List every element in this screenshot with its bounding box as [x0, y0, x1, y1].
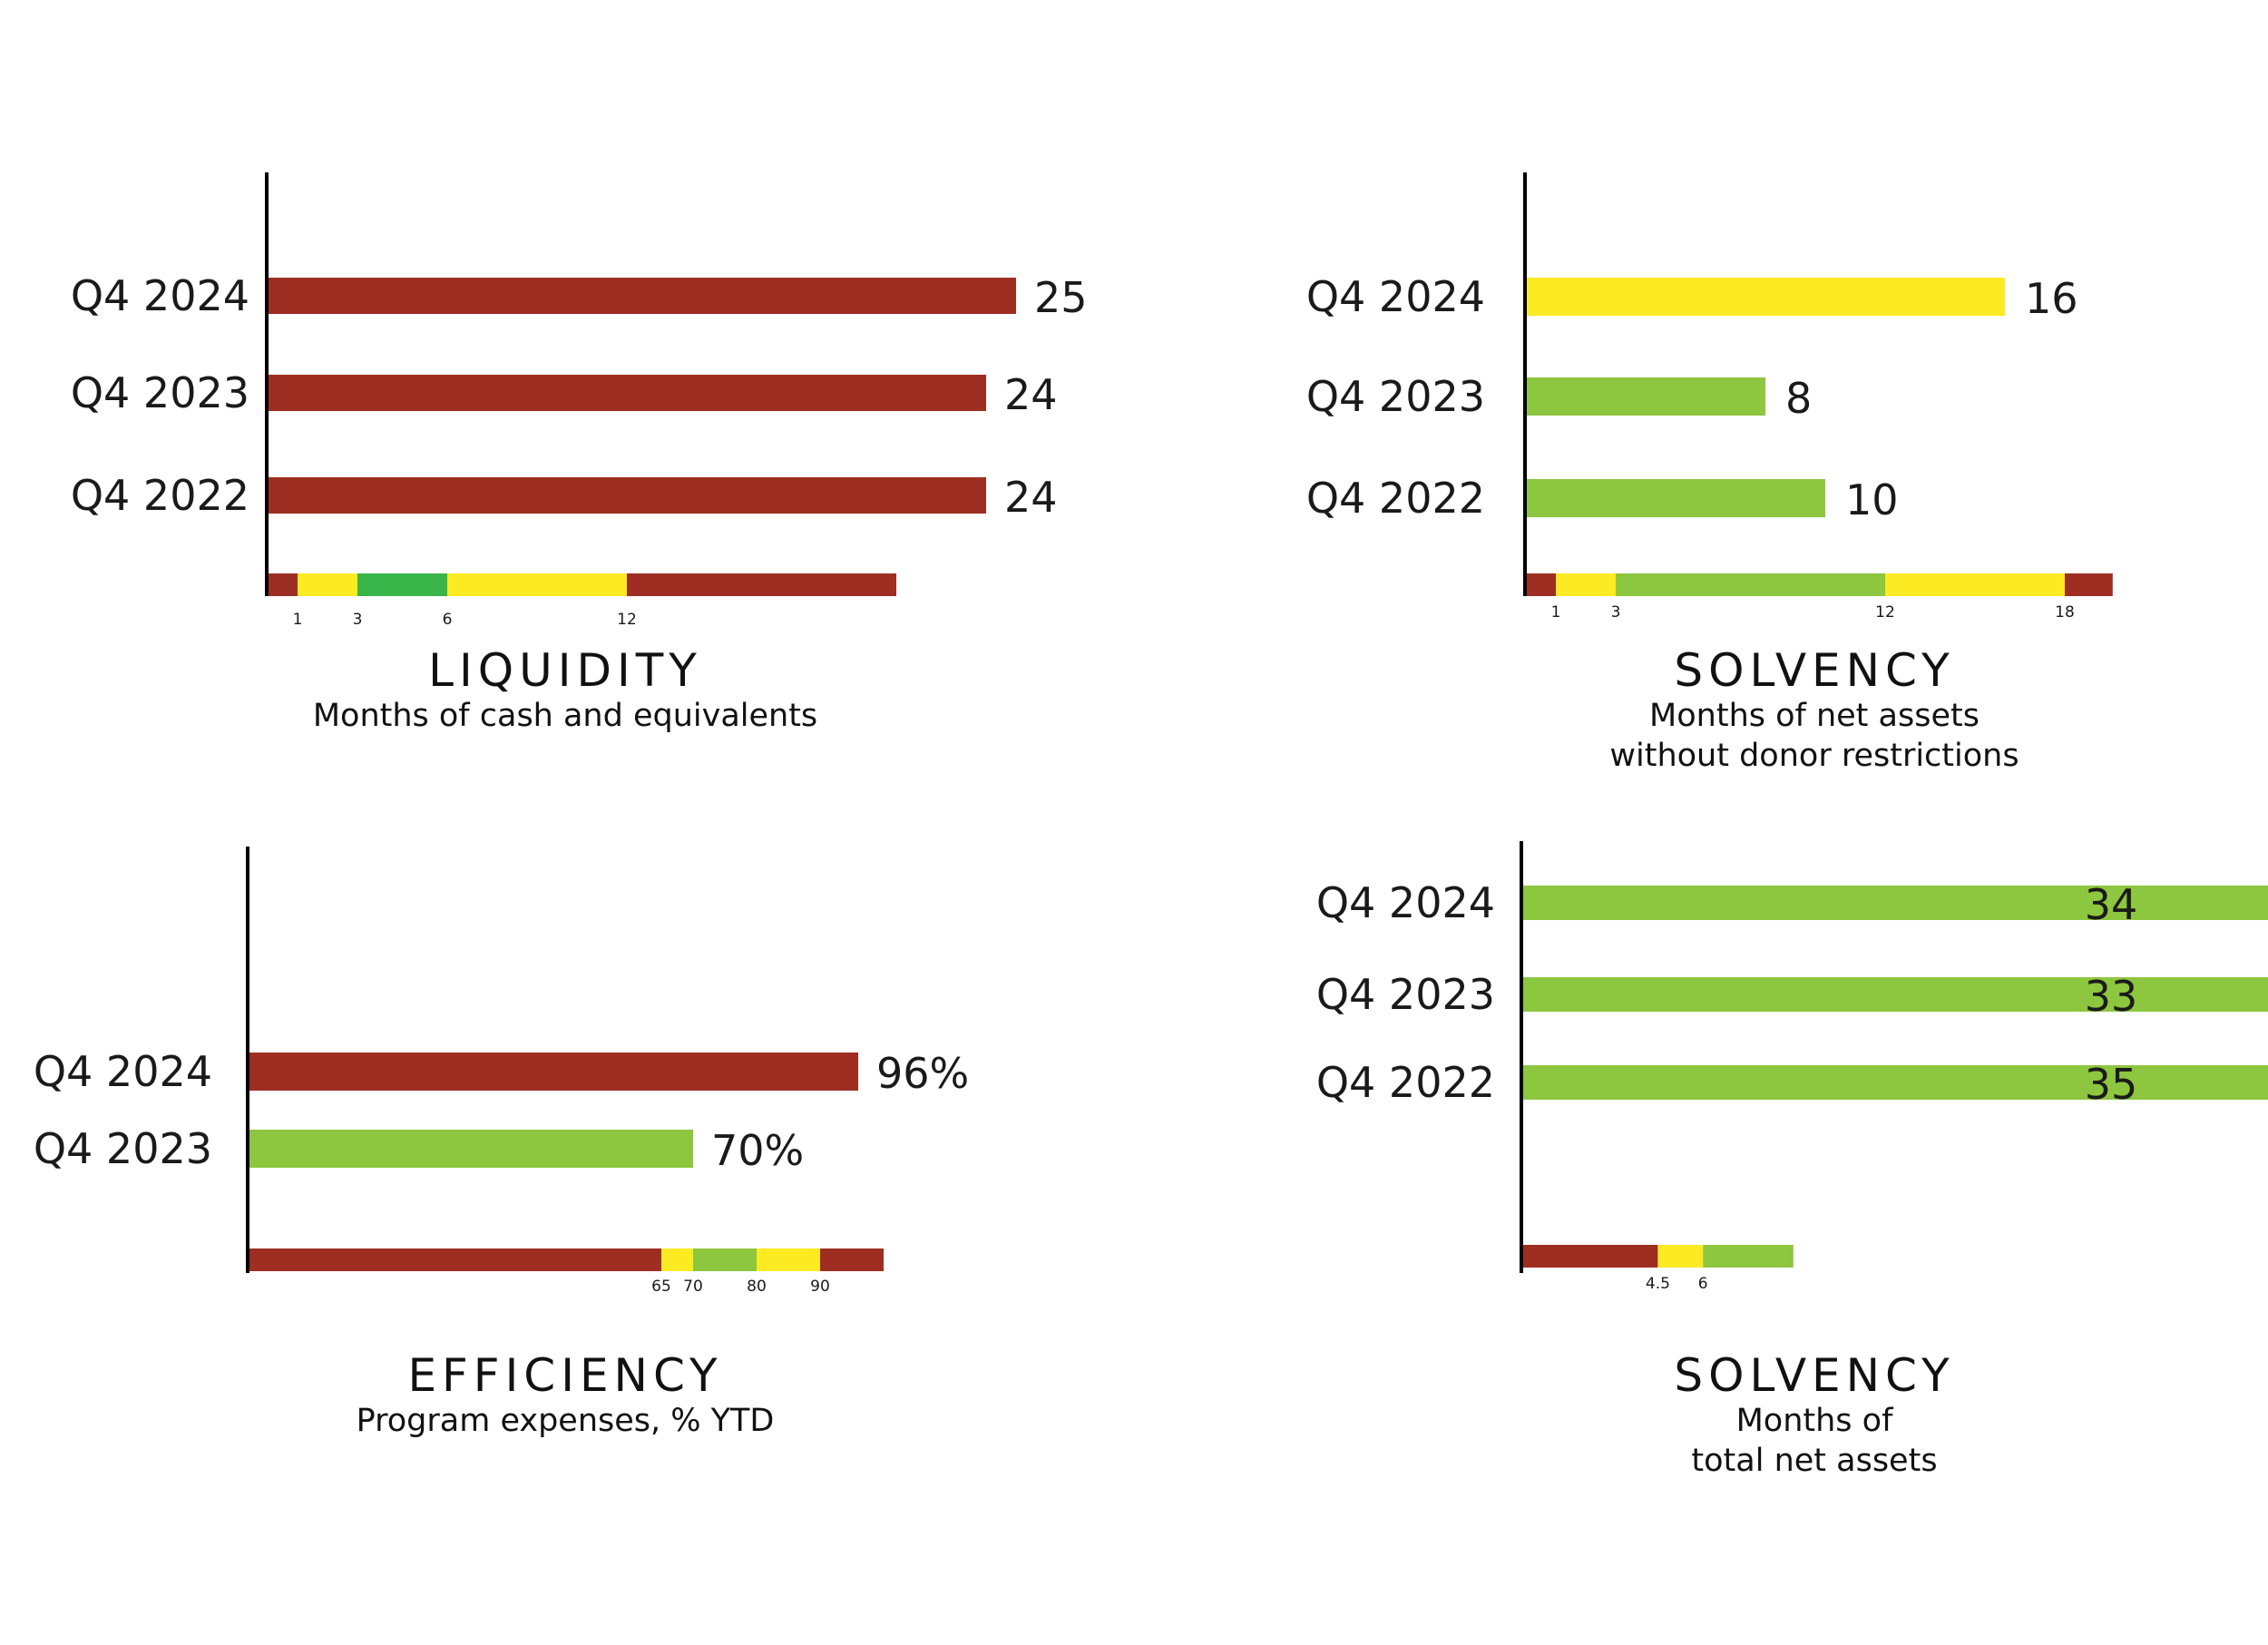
scale-tick-label: 80 [747, 1278, 767, 1296]
bar-q4-2023 [1526, 377, 1765, 416]
value-label: 96% [876, 1049, 969, 1098]
scale-tick-label: 6 [443, 611, 453, 629]
category-label: Q4 2023 [34, 1124, 212, 1173]
scale-segment [249, 1248, 661, 1271]
chart-title: SOLVENCY [1674, 644, 1954, 697]
value-label: 33 [2085, 972, 2138, 1021]
category-label: Q4 2023 [1316, 970, 1495, 1019]
scale-segment [268, 573, 298, 596]
value-label: 70% [711, 1126, 804, 1175]
category-label: Q4 2024 [34, 1047, 212, 1096]
scale-segment [1522, 1245, 1658, 1268]
scale-segment [298, 573, 357, 596]
chart-panel-4: Q4 2024 34 Q4 2023 33 Q4 2022 35 4.5 6 SOLVENCYM… [1316, 841, 2268, 1479]
scale-segment [1885, 573, 2065, 596]
scale-tick-label: 3 [353, 611, 363, 629]
category-label: Q4 2022 [71, 471, 249, 520]
bar-q4-2022 [1522, 1065, 2268, 1100]
scale-tick-label: 1 [1551, 603, 1561, 622]
bar-q4-2022 [268, 477, 986, 514]
chart-subtitle: total net assets [1691, 1443, 1937, 1479]
scale-tick-label: 65 [651, 1278, 671, 1296]
category-label: Q4 2024 [1316, 878, 1495, 927]
scale-segment [693, 1248, 757, 1271]
scale-segment [357, 573, 447, 596]
scale-segment [757, 1248, 820, 1271]
chart-subtitle: Months of [1736, 1403, 1893, 1439]
chart-panel-2: Q4 2024 16 Q4 2023 8 Q4 2022 10 1 3 12 18 SOLVENCY… [1306, 172, 2113, 774]
scale-tick-label: 70 [683, 1278, 703, 1296]
value-label: 8 [1785, 374, 1812, 423]
value-label: 24 [1004, 370, 1058, 419]
bar-q4-2024 [268, 278, 1016, 314]
category-label: Q4 2023 [1306, 372, 1485, 421]
scale-tick-label: 6 [1698, 1275, 1708, 1293]
chart-panel-1: Q4 2024 25 Q4 2023 24 Q4 2022 24 1 3 6 12 LIQUIDIT… [71, 172, 1088, 734]
value-label: 34 [2085, 880, 2138, 929]
category-label: Q4 2022 [1306, 474, 1485, 523]
chart-title: LIQUIDITY [428, 644, 702, 697]
bar-q4-2023 [1522, 977, 2268, 1012]
scale-segment [1657, 1245, 1704, 1268]
chart-title: EFFICIENCY [407, 1349, 722, 1402]
scale-segment [820, 1248, 884, 1271]
chart-subtitle: Months of net assets [1649, 698, 1980, 734]
scale-segment [627, 573, 896, 596]
scale-segment [661, 1248, 693, 1271]
scale-tick-label: 3 [1611, 603, 1621, 622]
category-label: Q4 2022 [1316, 1058, 1495, 1107]
scale-segment [1556, 573, 1616, 596]
value-label: 10 [1845, 475, 1899, 524]
scale-tick-label: 18 [2055, 603, 2075, 622]
scale-segment [1703, 1245, 1794, 1268]
chart-panel-3: Q4 2024 96% Q4 2023 70% 65 70 80 90 EFFICIENCYPr… [34, 847, 969, 1439]
scale-segment [1526, 573, 1556, 596]
category-label: Q4 2024 [71, 271, 249, 320]
value-label: 16 [2025, 274, 2078, 323]
scale-segment [447, 573, 627, 596]
category-label: Q4 2024 [1306, 272, 1485, 321]
scale-segment [1616, 573, 1885, 596]
scale-tick-label: 1 [293, 611, 303, 629]
scale-tick-label: 4.5 [1646, 1275, 1670, 1293]
bar-q4-2023 [268, 375, 986, 411]
scale-tick-label: 90 [810, 1278, 830, 1296]
chart-subtitle: Months of cash and equivalents [313, 698, 817, 734]
chart-subtitle: without donor restrictions [1609, 738, 2019, 774]
chart-title: SOLVENCY [1674, 1349, 1954, 1402]
value-label: 35 [2085, 1060, 2138, 1109]
bar-q4-2024 [1522, 886, 2268, 920]
chart-subtitle: Program expenses, % YTD [357, 1403, 775, 1439]
value-label: 24 [1004, 473, 1058, 522]
bar-q4-2023 [249, 1130, 693, 1168]
bar-q4-2022 [1526, 479, 1825, 517]
value-label: 25 [1034, 273, 1088, 322]
bar-q4-2024 [1526, 278, 2005, 316]
scale-segment [2065, 573, 2113, 596]
scale-tick-label: 12 [617, 611, 637, 629]
bar-q4-2024 [249, 1053, 858, 1091]
scale-tick-label: 12 [1875, 603, 1895, 622]
category-label: Q4 2023 [71, 368, 249, 417]
